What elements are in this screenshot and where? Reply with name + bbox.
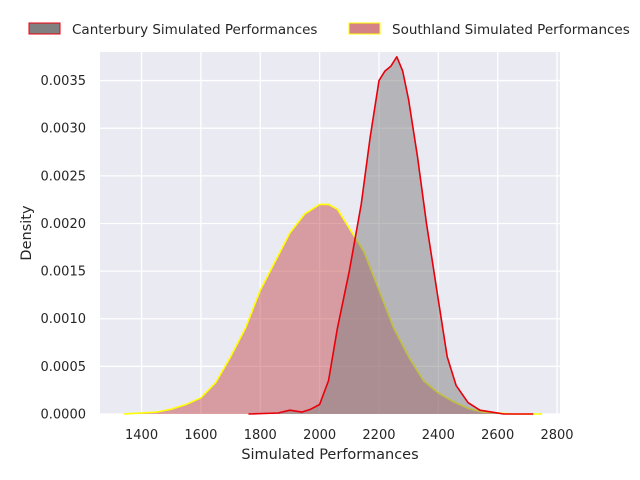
legend: Canterbury Simulated Performances Southla…: [28, 22, 630, 38]
x-tick-label: 1400: [125, 428, 158, 443]
legend-swatch-southland: [348, 22, 381, 35]
x-tick-label: 2400: [422, 428, 455, 443]
y-axis-label: Density: [19, 205, 35, 261]
x-tick-label: 2600: [481, 428, 514, 443]
x-axis-label: Simulated Performances: [241, 447, 418, 463]
y-axis-ticks: 0.0000 0.0005 0.0010 0.0015 0.0020 0.0025 0.00…: [41, 74, 87, 422]
y-tick-label: 0.0020: [41, 217, 87, 232]
x-tick-label: 1600: [184, 428, 217, 443]
x-tick-label: 2000: [303, 428, 336, 443]
x-tick-label: 2200: [362, 428, 395, 443]
y-tick-label: 0.0005: [41, 360, 87, 375]
x-tick-label: 1800: [244, 428, 277, 443]
legend-swatch-canterbury: [28, 22, 61, 35]
y-tick-label: 0.0035: [41, 74, 87, 89]
y-tick-label: 0.0015: [41, 265, 87, 280]
y-tick-label: 0.0025: [41, 169, 87, 184]
y-tick-label: 0.0010: [41, 312, 87, 327]
legend-label-canterbury: Canterbury Simulated Performances: [72, 22, 317, 38]
density-line-canterbury: [248, 56, 534, 415]
x-axis-ticks: 1400 1600 1800 2000 2200 2400 2600 2800: [125, 428, 574, 443]
x-tick-label: 2800: [540, 428, 573, 443]
legend-label-southland: Southland Simulated Performances: [392, 22, 630, 38]
y-tick-label: 0.0000: [41, 408, 87, 423]
y-tick-label: 0.0030: [41, 122, 87, 137]
density-areas: [123, 56, 543, 415]
density-fill-canterbury: [248, 56, 534, 415]
